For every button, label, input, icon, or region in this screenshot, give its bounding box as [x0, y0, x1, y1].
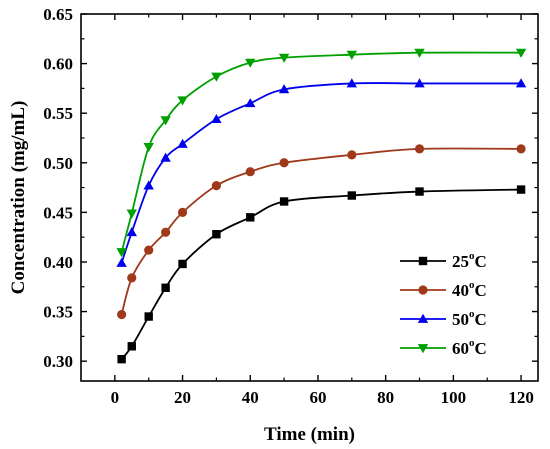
y-tick-label: 0.55 [43, 104, 73, 123]
data-point [177, 96, 188, 106]
data-point [117, 354, 126, 364]
legend-item: 50oC [400, 308, 487, 329]
data-point [278, 53, 290, 63]
data-point [144, 312, 153, 321]
data-point [126, 227, 137, 237]
series-50 [116, 78, 527, 267]
legend-marker [417, 344, 429, 354]
series-line [120, 51, 522, 253]
legend-label: 40oC [452, 279, 487, 300]
legend-item: 25oC [400, 250, 487, 271]
y-tick-label: 0.30 [43, 352, 73, 371]
legend-marker [418, 256, 428, 266]
data-point [127, 273, 137, 283]
y-tick-label: 0.65 [43, 5, 73, 24]
data-point [211, 180, 222, 191]
data-point [160, 116, 171, 126]
series-line [120, 147, 522, 315]
data-point [347, 191, 357, 200]
series-line [120, 82, 522, 264]
data-point [177, 138, 188, 148]
data-point [212, 230, 221, 239]
data-point [415, 187, 424, 196]
data-point [160, 152, 171, 162]
data-point [116, 257, 127, 267]
data-point [279, 197, 289, 206]
y-tick-label: 0.60 [43, 55, 73, 74]
legend-marker [418, 285, 428, 295]
data-point [516, 185, 526, 194]
data-point [143, 180, 154, 190]
data-point [245, 167, 255, 177]
data-point [116, 248, 127, 258]
data-point [177, 207, 188, 217]
data-point [515, 48, 527, 58]
legend-label: 60oC [452, 337, 487, 358]
data-point [143, 143, 154, 153]
x-tick-label: 80 [377, 388, 394, 407]
data-point [279, 158, 289, 168]
x-tick-label: 60 [309, 388, 326, 407]
data-point [346, 50, 358, 60]
series-40 [117, 144, 526, 320]
data-point [414, 48, 425, 58]
data-point [414, 78, 425, 88]
data-point [126, 209, 137, 219]
data-point [144, 245, 154, 255]
data-point [346, 78, 358, 88]
data-point [414, 144, 425, 154]
x-tick-label: 20 [174, 388, 191, 407]
legend-item: 40oC [400, 279, 487, 300]
legend-marker [417, 313, 429, 323]
data-point [127, 342, 136, 351]
y-axis-title: Concentration (mg/mL) [8, 101, 29, 295]
x-tick-label: 100 [441, 388, 467, 407]
legend-item: 60oC [400, 337, 487, 358]
data-point [347, 150, 357, 160]
x-tick-label: 40 [242, 388, 259, 407]
legend-label: 50oC [452, 308, 487, 329]
series-line [120, 188, 522, 360]
data-point [278, 84, 290, 94]
data-point [117, 309, 127, 320]
data-point [245, 98, 256, 108]
plot-frame [80, 13, 539, 382]
y-tick-label: 0.50 [43, 154, 73, 173]
legend-label: 25oC [452, 250, 487, 271]
x-tick-label: 120 [508, 388, 534, 407]
y-tick-label: 0.40 [43, 253, 73, 272]
data-point [161, 283, 170, 292]
data-point [515, 78, 527, 88]
data-point [246, 213, 255, 222]
y-tick-label: 0.45 [43, 203, 73, 222]
data-point [211, 113, 222, 124]
data-point [211, 72, 222, 82]
data-point [516, 144, 526, 154]
series-25 [117, 185, 526, 364]
y-tick-label: 0.35 [43, 303, 73, 322]
data-point [178, 259, 187, 269]
x-axis-title: Time (min) [264, 424, 355, 445]
data-point [245, 58, 256, 68]
data-point [161, 227, 171, 237]
x-tick-label: 0 [111, 388, 120, 407]
series-60 [116, 48, 527, 258]
